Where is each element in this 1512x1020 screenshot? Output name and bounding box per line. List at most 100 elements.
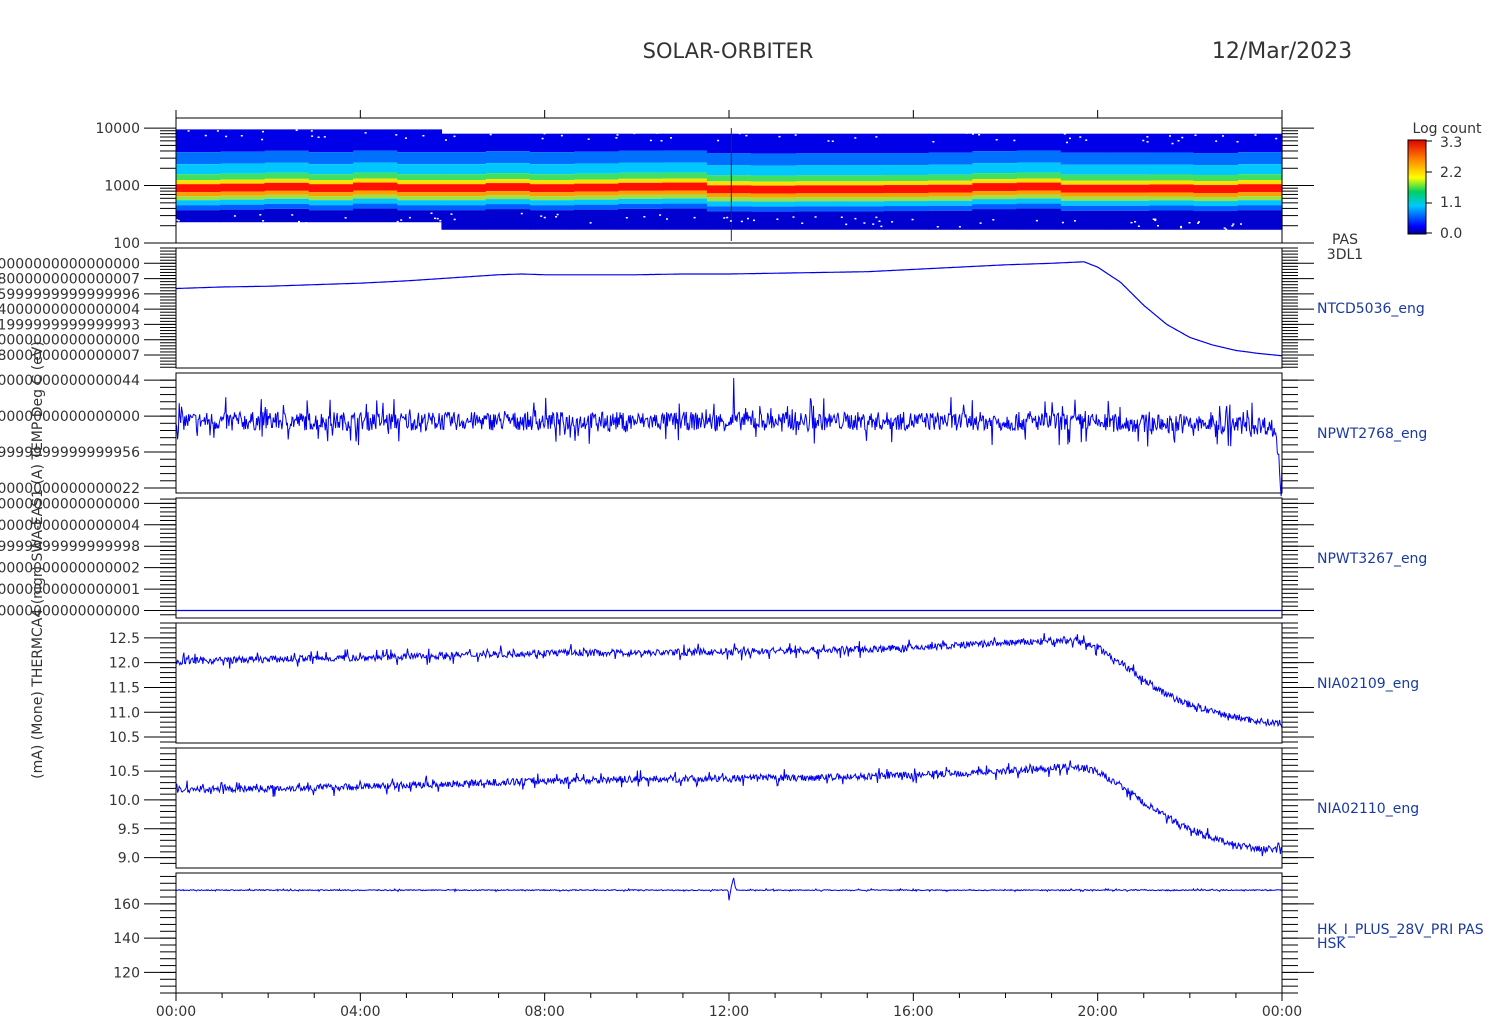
spectrogram-speckle: [291, 214, 294, 216]
spectrogram-cell: [751, 201, 796, 207]
spectrogram-speckle: [723, 217, 726, 219]
colorbar-title: Log count: [1413, 121, 1482, 137]
spectrogram-speckle: [543, 216, 546, 219]
spectrogram-cell: [1060, 174, 1106, 181]
spectrogram-cell: [706, 211, 752, 230]
spectrogram-cell: [1193, 206, 1239, 212]
spectrogram-speckle: [1137, 225, 1140, 227]
spectrogram-cell: [706, 175, 752, 182]
spectrogram-cell: [795, 175, 841, 182]
colorbar-tick-label: 1.1: [1440, 195, 1462, 211]
spectrogram-cell: [308, 129, 354, 153]
spectrogram-cell: [928, 133, 973, 153]
spectrogram-cell: [839, 153, 885, 166]
spectrogram-speckle: [261, 138, 264, 141]
spectrogram-speckle: [979, 222, 982, 224]
spectrogram-cell: [795, 181, 841, 186]
series-line: [175, 760, 1283, 857]
spectrogram-cell: [618, 203, 664, 209]
y-tick-label: 10.4000000000000004: [0, 302, 140, 318]
spectrogram-cell: [176, 180, 221, 185]
spectrogram-speckle: [453, 135, 456, 138]
spectrogram-cell: [308, 205, 354, 211]
spectrogram-cell: [1060, 200, 1106, 206]
spectrogram-speckle: [1225, 228, 1228, 231]
y-tick-label: 10.5: [109, 730, 140, 746]
spectrogram-cell: [1149, 200, 1195, 206]
spectrogram-cell: [352, 198, 398, 204]
spectrogram-cell: [176, 152, 221, 165]
spectrogram-cell: [264, 203, 310, 209]
spectrogram-cell: [397, 152, 443, 165]
spectrogram-speckle: [1240, 223, 1242, 225]
spectrogram-cell: [1060, 133, 1106, 153]
spectrogram-speckle: [216, 130, 219, 132]
spectrogram-cell: [1016, 182, 1062, 191]
spectrogram-speckle: [450, 213, 453, 215]
spectrogram-cell: [706, 206, 752, 212]
spectrogram-cell: [972, 209, 1018, 230]
spectrogram-cell: [1237, 152, 1283, 165]
spectrogram-cell: [972, 191, 1018, 196]
spectrogram-cell: [485, 173, 531, 180]
spectrogram-speckle: [747, 217, 749, 220]
spectrogram-speckle: [587, 138, 590, 140]
spectrogram-cell: [928, 184, 973, 193]
spectrogram-cell: [1105, 133, 1150, 153]
spectrogram-cell: [264, 190, 310, 195]
y-tick-label: 10.0000000000000000: [0, 333, 140, 349]
spectrogram-cell: [1060, 196, 1106, 201]
spectrogram-cell: [308, 210, 354, 223]
spectrogram-cell: [795, 201, 841, 207]
y-tick-label: 140: [113, 931, 140, 947]
spectrogram-speckle: [992, 219, 995, 221]
spectrogram-cell: [485, 183, 531, 192]
spectrogram-cell: [839, 193, 885, 198]
spectrogram-cell: [751, 181, 796, 186]
spectrogram-cell: [441, 164, 487, 175]
spectrogram-speckle: [707, 131, 710, 133]
spectrogram-cell: [220, 209, 266, 223]
spectrogram-cell: [795, 133, 841, 154]
spectrogram-speckle: [1134, 221, 1137, 223]
spectrogram-cell: [397, 174, 443, 181]
spectrogram-speckle: [453, 218, 456, 221]
spectrogram-cell: [1016, 208, 1062, 230]
spectrogram-cell: [1193, 165, 1239, 176]
spectrogram-speckle: [1074, 220, 1076, 222]
spectrogram-cell: [441, 210, 487, 230]
spectrogram-speckle: [776, 218, 779, 220]
spectrogram-cell: [1105, 152, 1150, 165]
spectrogram-speckle: [1169, 135, 1171, 137]
colorbar-tick-label: 2.2: [1440, 165, 1462, 181]
spectrogram-cell: [618, 162, 664, 173]
spectrogram-cell: [618, 133, 664, 151]
spectrogram-cell: [1237, 200, 1283, 206]
spectrogram-cell: [662, 150, 708, 163]
spectrogram-cell: [618, 198, 664, 204]
spectrogram-cell: [529, 133, 575, 153]
spectrogram-cell: [662, 208, 708, 230]
series-line: [175, 633, 1283, 729]
spectrogram-cell: [751, 133, 796, 154]
spectrogram-cell: [220, 163, 266, 174]
spectrogram-cell: [883, 206, 929, 212]
spectrogram-cell: [751, 185, 796, 194]
y-tick-label: 120: [113, 965, 140, 981]
spectrogram-cell: [1060, 184, 1106, 193]
panel-right-label: HK_I_PLUS_28V_PRI PAS: [1317, 922, 1484, 938]
spectrogram-cell: [883, 175, 929, 182]
spectrogram-speckle: [792, 216, 795, 218]
spectrogram-cell: [529, 192, 575, 197]
x-axis: 00:00 04:00 08:00 12:00 16:00 20:00 00:00: [156, 110, 1302, 1020]
spectrogram-cell: [176, 196, 221, 201]
spectrogram-speckle: [233, 215, 236, 217]
spectrogram-cell: [1193, 185, 1239, 194]
spectrogram-cell: [308, 184, 354, 193]
y-tick-label: 0.40000000000000002: [0, 561, 140, 577]
spectrogram-speckle: [540, 215, 543, 217]
spectrogram-speckle: [259, 214, 262, 216]
spectrogram-speckle: [434, 217, 436, 220]
y-tick-label: 10.5: [109, 764, 140, 780]
spectrogram-cell: [1016, 198, 1062, 204]
